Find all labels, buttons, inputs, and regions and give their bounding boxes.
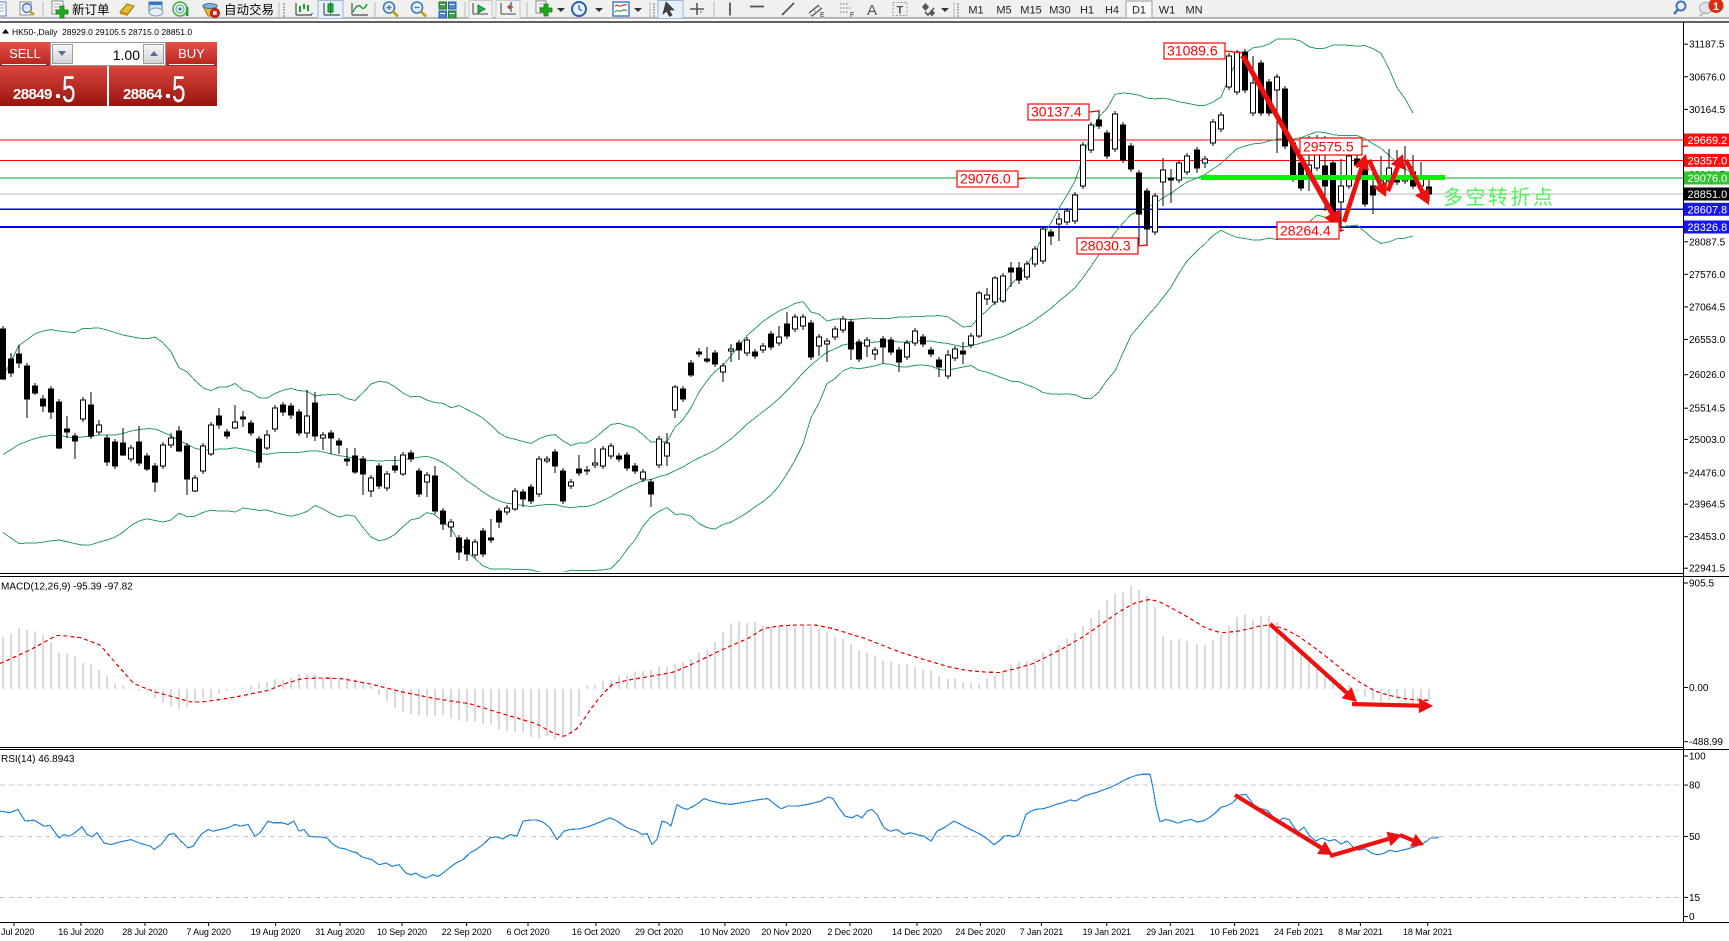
svg-text:1 Jul 2020: 1 Jul 2020 — [0, 927, 34, 937]
svg-text:新订单: 新订单 — [72, 2, 110, 17]
svg-text:24 Feb 2021: 24 Feb 2021 — [1274, 927, 1324, 937]
svg-text:19 Jan 2021: 19 Jan 2021 — [1082, 927, 1131, 937]
svg-text:20 Nov 2020: 20 Nov 2020 — [761, 927, 811, 937]
svg-text:29575.5: 29575.5 — [1303, 139, 1354, 155]
svg-text:22 Sep 2020: 22 Sep 2020 — [442, 927, 492, 937]
svg-text:多空转折点: 多空转折点 — [1443, 186, 1556, 209]
svg-text:28087.5: 28087.5 — [1689, 237, 1726, 248]
svg-text:M1: M1 — [968, 5, 983, 17]
svg-text:26553.0: 26553.0 — [1689, 335, 1726, 346]
svg-text:T: T — [897, 5, 904, 17]
svg-text:50: 50 — [1689, 832, 1701, 843]
svg-text:26026.0: 26026.0 — [1689, 370, 1726, 381]
svg-text:D1: D1 — [1132, 5, 1146, 17]
svg-text:10 Nov 2020: 10 Nov 2020 — [700, 927, 750, 937]
svg-text:M30: M30 — [1049, 5, 1070, 17]
svg-text:7 Aug 2020: 7 Aug 2020 — [186, 927, 231, 937]
svg-text:14 Dec 2020: 14 Dec 2020 — [892, 927, 942, 937]
svg-text:25514.5: 25514.5 — [1689, 404, 1726, 415]
svg-text:MACD(12,26,9) -95.39 -97.82: MACD(12,26,9) -95.39 -97.82 — [1, 582, 133, 593]
svg-text:16 Jul 2020: 16 Jul 2020 — [58, 927, 104, 937]
svg-text:23964.5: 23964.5 — [1689, 500, 1726, 511]
svg-text:10 Sep 2020: 10 Sep 2020 — [377, 927, 427, 937]
svg-text:80: 80 — [1689, 781, 1701, 792]
svg-text:28030.3: 28030.3 — [1080, 238, 1131, 254]
svg-text:6 Oct 2020: 6 Oct 2020 — [506, 927, 549, 937]
svg-text:E: E — [820, 12, 825, 19]
svg-text:M5: M5 — [996, 5, 1011, 17]
svg-text:1: 1 — [1713, 1, 1719, 13]
svg-text:28264.4: 28264.4 — [1280, 223, 1331, 239]
svg-text:W1: W1 — [1159, 5, 1176, 17]
svg-text:0.00: 0.00 — [1689, 683, 1709, 694]
svg-text:8 Mar 2021: 8 Mar 2021 — [1338, 927, 1383, 937]
svg-text:19 Aug 2020: 19 Aug 2020 — [251, 927, 301, 937]
svg-text:H4: H4 — [1105, 5, 1119, 17]
svg-text:23453.0: 23453.0 — [1689, 532, 1726, 543]
svg-text:7 Jan 2021: 7 Jan 2021 — [1020, 927, 1064, 937]
svg-text:M15: M15 — [1020, 5, 1041, 17]
svg-text:22941.5: 22941.5 — [1689, 564, 1726, 575]
svg-text:25003.0: 25003.0 — [1689, 435, 1726, 446]
svg-text:RSI(14) 46.8943: RSI(14) 46.8943 — [1, 754, 75, 765]
svg-text:F: F — [850, 12, 854, 19]
svg-text:28326.8: 28326.8 — [1688, 222, 1728, 234]
svg-text:905.5: 905.5 — [1689, 579, 1714, 590]
svg-text:24 Dec 2020: 24 Dec 2020 — [955, 927, 1005, 937]
svg-text:100: 100 — [1689, 752, 1706, 763]
svg-text:15: 15 — [1689, 893, 1701, 904]
svg-text:28851.0: 28851.0 — [1688, 189, 1728, 201]
svg-text:29076.0: 29076.0 — [1688, 173, 1728, 185]
svg-text:18 Mar 2021: 18 Mar 2021 — [1403, 927, 1453, 937]
svg-text:-488.99: -488.99 — [1689, 737, 1723, 748]
svg-text:29357.0: 29357.0 — [1688, 155, 1728, 167]
svg-text:2 Dec 2020: 2 Dec 2020 — [827, 927, 872, 937]
svg-text:28607.8: 28607.8 — [1688, 204, 1728, 216]
svg-text:29 Jan 2021: 29 Jan 2021 — [1146, 927, 1195, 937]
svg-text:HK50-,Daily 28929.0 29105.5 2: HK50-,Daily 28929.0 29105.5 28715.0 2885… — [12, 27, 192, 37]
svg-text:MN: MN — [1185, 5, 1202, 17]
svg-text:28 Jul 2020: 28 Jul 2020 — [122, 927, 168, 937]
svg-text:31089.6: 31089.6 — [1167, 43, 1218, 59]
svg-text:H1: H1 — [1080, 5, 1094, 17]
svg-text:29076.0: 29076.0 — [960, 171, 1011, 187]
svg-text:31187.5: 31187.5 — [1689, 40, 1725, 51]
svg-text:0: 0 — [1689, 912, 1695, 923]
svg-text:27576.0: 27576.0 — [1689, 270, 1726, 281]
svg-text:自动交易: 自动交易 — [224, 2, 274, 17]
svg-text:29 Oct 2020: 29 Oct 2020 — [635, 927, 683, 937]
svg-text:30676.0: 30676.0 — [1689, 72, 1726, 83]
svg-text:31 Aug 2020: 31 Aug 2020 — [315, 927, 365, 937]
svg-text:A: A — [867, 2, 877, 19]
svg-text:27064.5: 27064.5 — [1689, 302, 1726, 313]
svg-text:29669.2: 29669.2 — [1688, 135, 1728, 147]
svg-text:10 Feb 2021: 10 Feb 2021 — [1210, 927, 1260, 937]
svg-text:16 Oct 2020: 16 Oct 2020 — [572, 927, 620, 937]
svg-text:30137.4: 30137.4 — [1031, 104, 1082, 120]
svg-text:30164.5: 30164.5 — [1689, 105, 1726, 116]
svg-text:24476.0: 24476.0 — [1689, 468, 1726, 479]
